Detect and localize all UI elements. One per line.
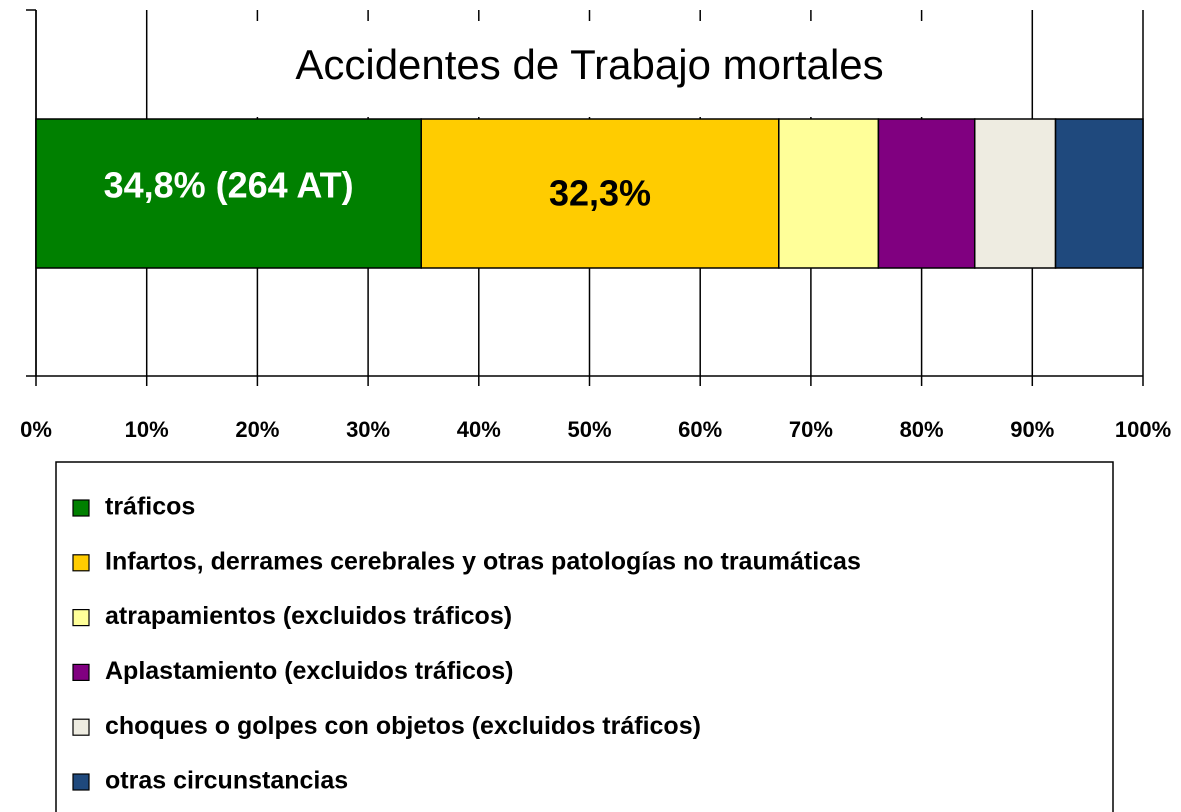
legend-label: tráficos (105, 493, 195, 521)
legend-label: Aplastamiento (excluidos tráficos) (105, 657, 513, 685)
bar-segment (420, 118, 780, 269)
value-label: 32,3% (549, 173, 651, 214)
bar-segment (35, 118, 422, 269)
legend-label: atrapamientos (excluidos tráficos) (105, 602, 512, 630)
value-label: 34,8% (264 AT) (104, 165, 354, 206)
legend-swatch (72, 663, 90, 682)
legend-label: otras circunstancias (105, 767, 348, 795)
bar-segment (973, 118, 1057, 269)
bar-segment (778, 118, 880, 269)
x-tick-label: 70% (789, 417, 833, 442)
bar-segment (1054, 118, 1144, 269)
legend-swatch (72, 773, 90, 791)
x-tick-label: 0% (20, 417, 52, 442)
legend-label: Infartos, derrames cerebrales y otras pa… (105, 547, 861, 575)
title-box (147, 21, 1032, 117)
x-tick-label: 60% (678, 417, 722, 442)
legend-swatch (72, 554, 90, 572)
x-tick-label: 10% (125, 417, 169, 442)
x-tick-label: 30% (346, 417, 390, 442)
x-tick-label: 40% (457, 417, 501, 442)
x-tick-label: 50% (567, 417, 611, 442)
bar-segment (877, 118, 976, 269)
legend-swatch (72, 499, 90, 517)
x-tick-label: 20% (235, 417, 279, 442)
x-tick-label: 100% (1115, 417, 1171, 442)
chart-title: Accidentes de Trabajo mortales (295, 41, 883, 88)
legend-swatch (72, 718, 90, 736)
x-tick-label: 80% (900, 417, 944, 442)
legend-label: choques o golpes con objetos (excluidos … (105, 712, 701, 740)
x-tick-label: 90% (1010, 417, 1054, 442)
legend-box (55, 461, 1114, 812)
legend-swatch (72, 608, 90, 627)
